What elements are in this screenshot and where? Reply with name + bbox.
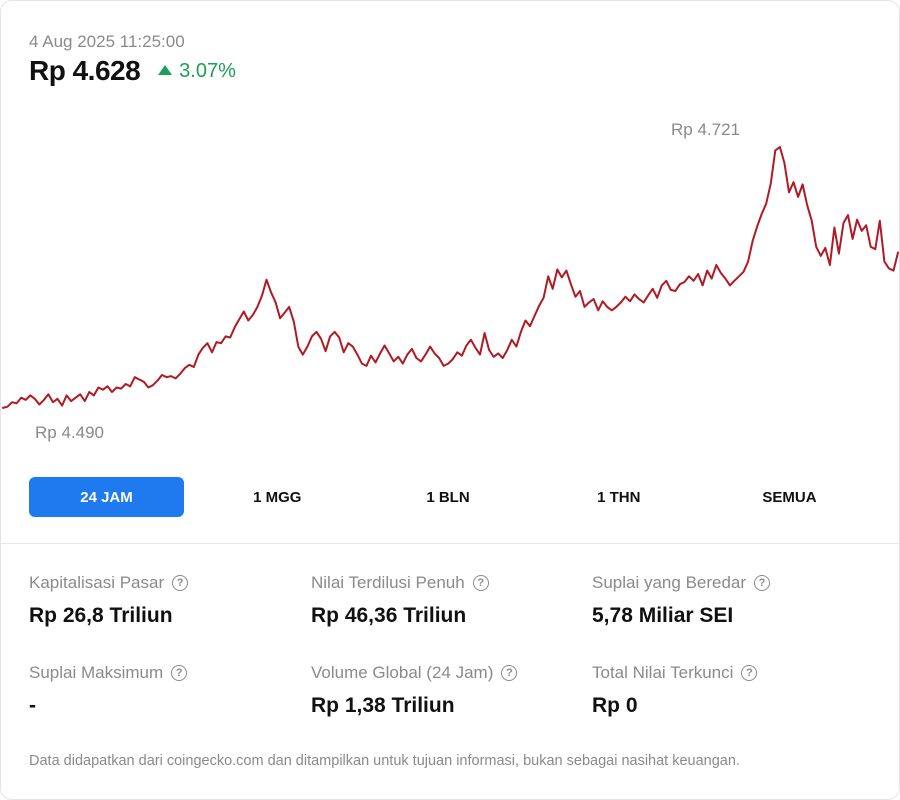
low-price-label: Rp 4.490 <box>35 423 104 442</box>
help-circle-icon[interactable]: ? <box>754 575 771 591</box>
tab-1-thn[interactable]: 1 THN <box>541 477 696 517</box>
stat-label: Kapitalisasi Pasar <box>29 573 165 592</box>
high-price-label: Rp 4.721 <box>671 120 740 139</box>
stat-value: Rp 0 <box>592 694 638 717</box>
stat-market-cap: Kapitalisasi Pasar? Rp 26,8 Triliun <box>29 573 309 628</box>
help-circle-icon[interactable]: ? <box>172 575 189 591</box>
tab-1-mgg[interactable]: 1 MGG <box>200 477 355 517</box>
stat-label: Volume Global (24 Jam) <box>311 663 494 682</box>
tab-label: 24 JAM <box>80 488 133 506</box>
price-row: Rp 4.628 3.07% <box>29 55 236 87</box>
help-circle-icon[interactable]: ? <box>472 575 489 591</box>
help-circle-icon[interactable]: ? <box>501 665 518 681</box>
stat-value: Rp 26,8 Triliun <box>29 604 173 627</box>
stat-label: Total Nilai Terkunci <box>592 663 734 682</box>
tab-label: SEMUA <box>762 488 817 506</box>
stat-label: Suplai yang Beredar <box>592 573 747 592</box>
price-change: 3.07% <box>158 60 236 83</box>
help-circle-icon[interactable]: ? <box>171 665 188 681</box>
stat-circulating-supply: Suplai yang Beredar? 5,78 Miliar SEI <box>592 573 872 628</box>
price-change-percent: 3.07% <box>179 59 236 82</box>
timeframe-tabs: 24 JAM 1 MGG 1 BLN 1 THN SEMUA <box>29 477 871 517</box>
timestamp: 4 Aug 2025 11:25:00 <box>29 32 185 51</box>
stat-label: Suplai Maksimum <box>29 663 164 682</box>
stat-global-volume: Volume Global (24 Jam)? Rp 1,38 Triliun <box>311 663 591 718</box>
price-line <box>2 146 899 409</box>
stat-value: Rp 1,38 Triliun <box>311 694 455 717</box>
stat-label: Nilai Terdilusi Penuh <box>311 573 465 592</box>
tab-semua[interactable]: SEMUA <box>712 477 867 517</box>
tab-1-bln[interactable]: 1 BLN <box>371 477 526 517</box>
stat-value: - <box>29 694 36 717</box>
triangle-up-icon <box>158 65 173 75</box>
disclaimer-note: Data didapatkan dari coingecko.com dan d… <box>29 753 740 769</box>
stat-value: 5,78 Miliar SEI <box>592 604 734 627</box>
stat-value: Rp 46,36 Triliun <box>311 604 467 627</box>
tab-label: 1 BLN <box>426 488 470 506</box>
tab-24-jam[interactable]: 24 JAM <box>29 477 184 517</box>
stat-total-value-locked: Total Nilai Terkunci? Rp 0 <box>592 663 872 718</box>
price-chart[interactable]: Rp 4.721 Rp 4.490 <box>1 1 899 471</box>
divider <box>1 543 899 544</box>
stat-fully-diluted: Nilai Terdilusi Penuh? Rp 46,36 Triliun <box>311 573 591 628</box>
tab-label: 1 MGG <box>253 488 302 506</box>
help-circle-icon[interactable]: ? <box>741 665 758 681</box>
stat-max-supply: Suplai Maksimum? - <box>29 663 309 718</box>
current-price: Rp 4.628 <box>29 55 141 86</box>
tab-label: 1 THN <box>597 488 641 506</box>
